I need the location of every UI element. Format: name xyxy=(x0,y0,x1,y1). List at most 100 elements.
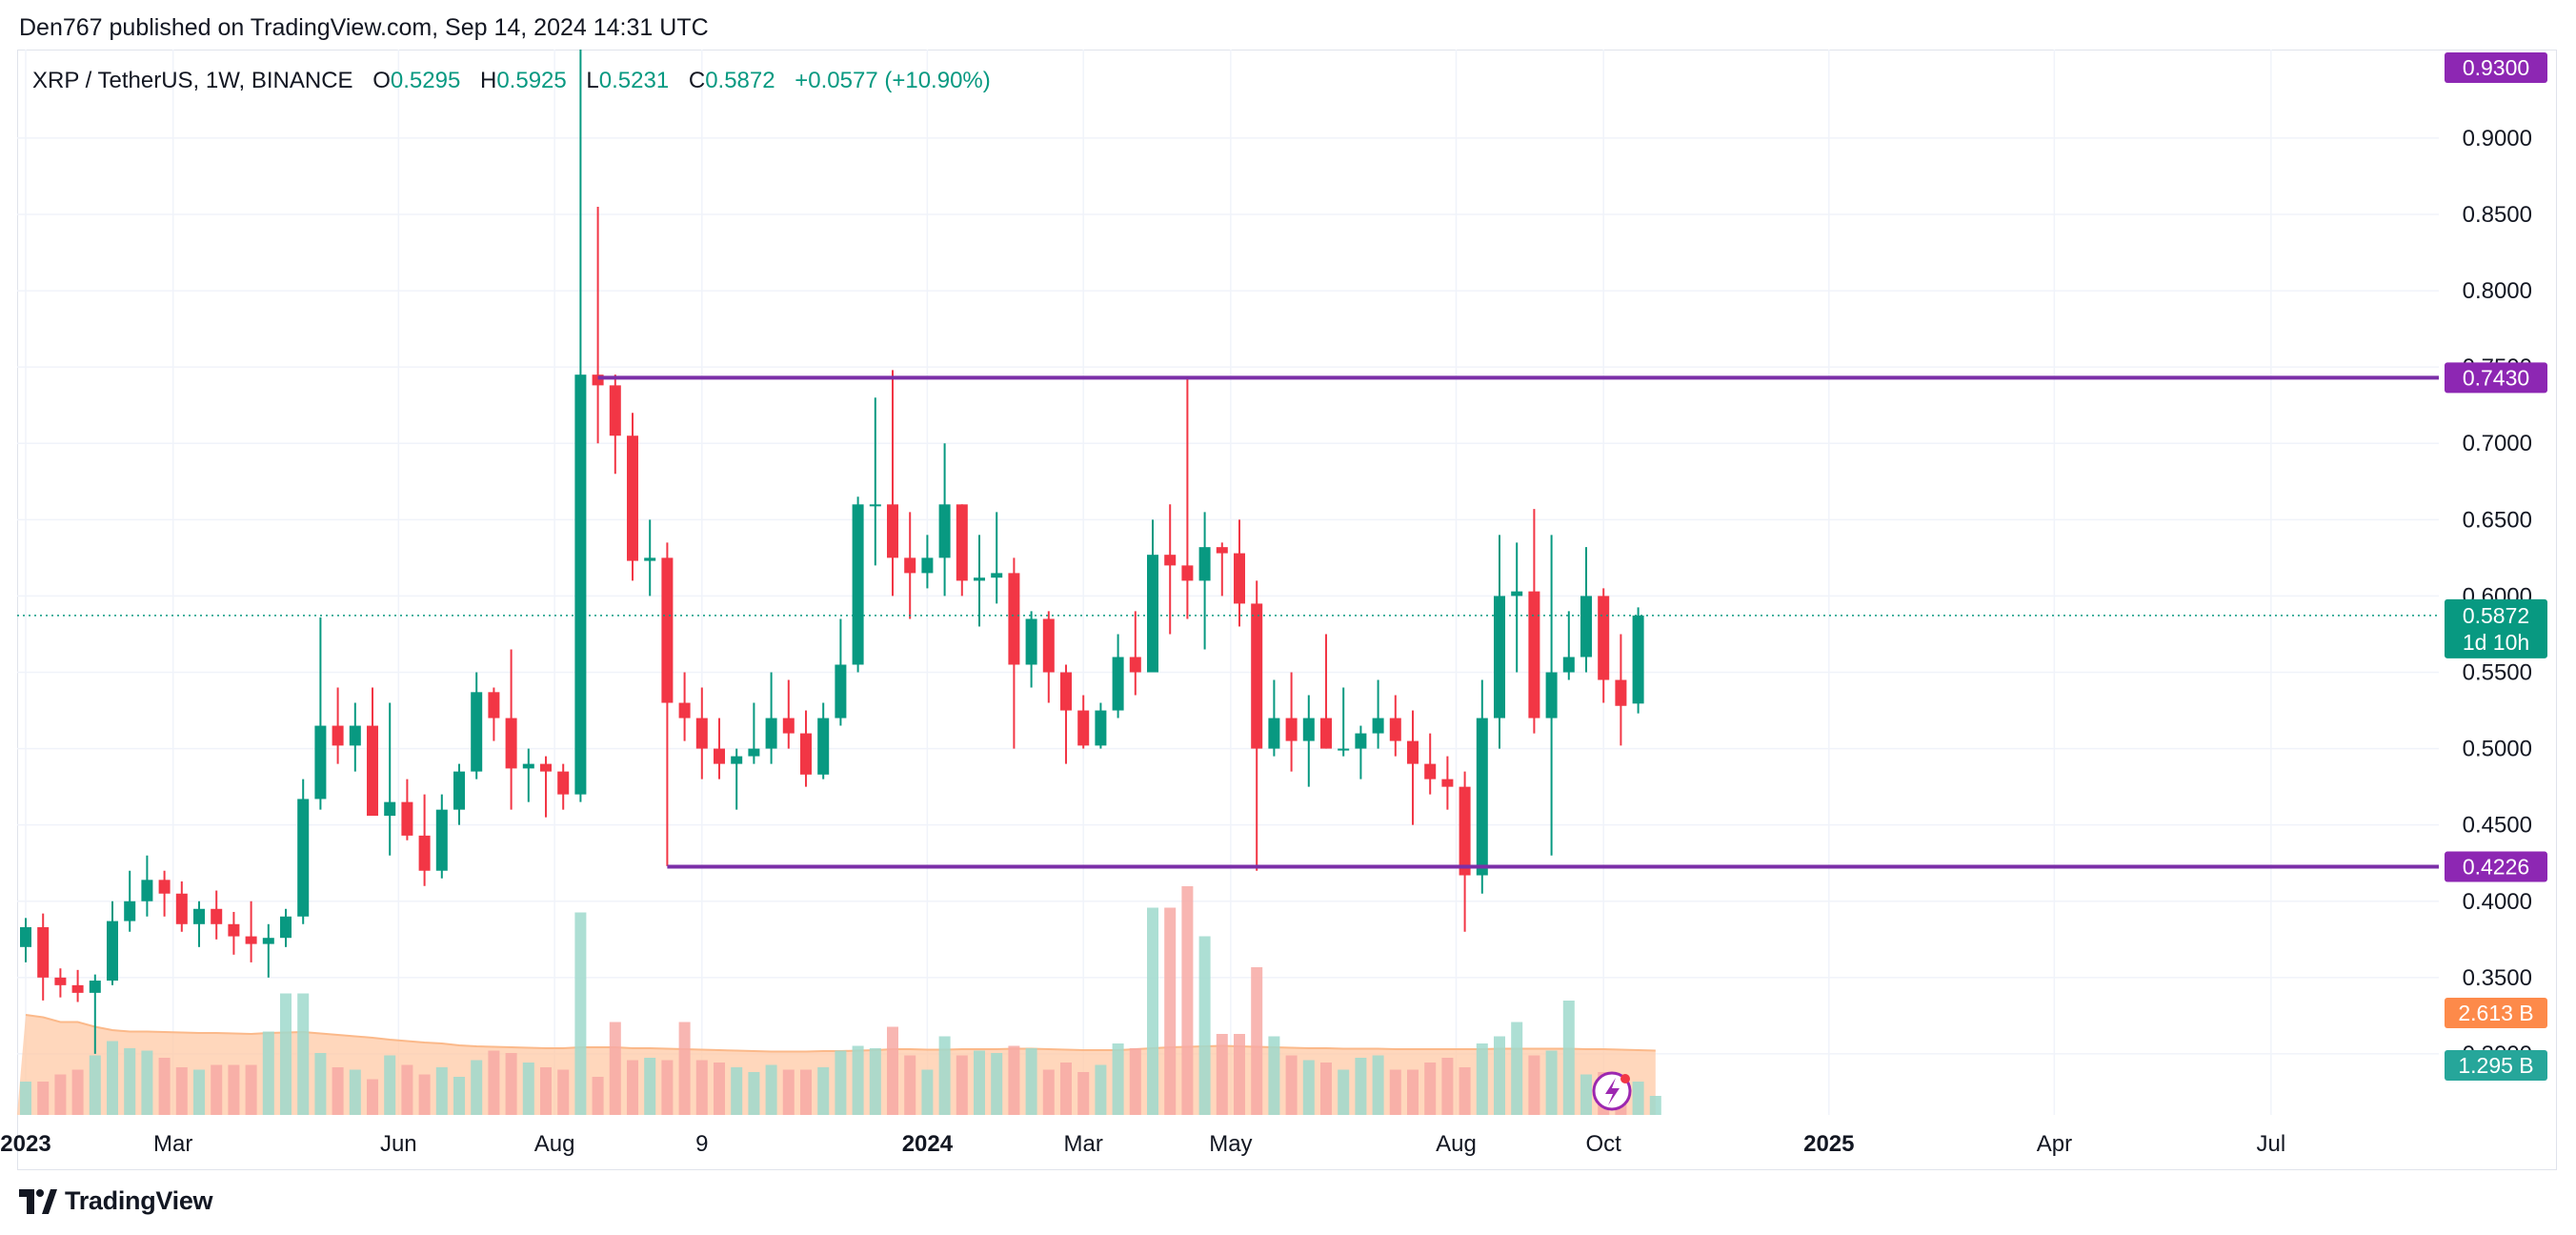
candle-body xyxy=(1060,672,1072,711)
candle xyxy=(1285,672,1298,772)
candle xyxy=(1598,588,1610,703)
time-tick-label: Apr xyxy=(2037,1131,2072,1157)
candle xyxy=(921,535,934,589)
resistance-price-tag: 0.7430 xyxy=(2445,362,2547,394)
candle xyxy=(1528,509,1540,734)
candle xyxy=(1112,634,1124,719)
price-tick-label: 0.6500 xyxy=(2463,507,2532,533)
price-axis: 0.30000.35000.40000.45000.50000.55000.60… xyxy=(2463,126,2532,1067)
candle-body xyxy=(1320,718,1332,749)
candle xyxy=(37,913,50,1001)
candle-body xyxy=(817,718,830,775)
top-price-tag: 0.9300 xyxy=(2445,52,2547,83)
candle xyxy=(1511,542,1523,673)
volume-bar xyxy=(280,993,292,1115)
volume-bar xyxy=(1077,1072,1090,1115)
candle xyxy=(54,968,67,998)
volume-bar xyxy=(175,1067,188,1115)
candle xyxy=(228,911,240,955)
candle-body xyxy=(1372,718,1384,734)
lightning-alert-icon[interactable] xyxy=(1592,1071,1632,1111)
candle-body xyxy=(175,893,188,924)
volume-tag-bg xyxy=(2445,1050,2547,1081)
candle xyxy=(540,756,552,818)
candle xyxy=(817,702,830,779)
candle xyxy=(158,870,171,917)
volume-bar xyxy=(1407,1069,1419,1115)
volume-bar xyxy=(1441,1058,1454,1115)
volume-bar xyxy=(1164,907,1177,1115)
candle xyxy=(782,679,795,749)
volume-bar xyxy=(782,1069,795,1115)
high-value: 0.5925 xyxy=(496,68,567,93)
candle xyxy=(314,617,327,810)
candle xyxy=(956,504,968,597)
volume-bar xyxy=(1234,1034,1245,1115)
symbol-name: XRP / TetherUS, 1W, BINANCE xyxy=(32,68,353,93)
candle xyxy=(505,649,517,810)
volume-bar xyxy=(54,1074,67,1115)
support-price-tag: 0.4226 xyxy=(2445,851,2547,882)
volume-bar xyxy=(765,1064,777,1115)
volume-bar xyxy=(835,1050,847,1115)
volume-bar xyxy=(1181,886,1194,1115)
candle xyxy=(107,901,118,985)
volume-ma-tag: 2.613 B xyxy=(2445,998,2547,1028)
open-value: 0.5295 xyxy=(390,68,461,93)
candle xyxy=(141,855,153,917)
candle-body xyxy=(1580,596,1592,658)
volume-bars xyxy=(20,886,1661,1115)
candle-body xyxy=(714,748,725,764)
candle xyxy=(401,779,413,840)
volume-bar xyxy=(245,1064,257,1115)
candle xyxy=(1494,535,1505,749)
candle xyxy=(938,443,951,597)
candle-body xyxy=(1112,657,1124,711)
candle-body xyxy=(1632,615,1644,704)
tradingview-logo-icon xyxy=(19,1188,57,1214)
candle-body xyxy=(644,557,656,561)
volume-bar xyxy=(1112,1043,1124,1115)
volume-bar xyxy=(71,1069,84,1115)
volume-bar xyxy=(817,1067,830,1115)
candle-body xyxy=(124,901,136,921)
top-price-tag-text: 0.9300 xyxy=(2463,55,2529,80)
volume-bar xyxy=(921,1069,934,1115)
candle-body xyxy=(661,557,674,703)
volume-bar xyxy=(1216,1034,1228,1115)
candle-body xyxy=(1389,718,1401,741)
candle-body xyxy=(522,763,534,769)
volume-bar xyxy=(991,1053,1003,1115)
candle xyxy=(435,794,448,879)
candle xyxy=(644,519,656,597)
volume-bar xyxy=(1198,936,1211,1115)
volume-bar xyxy=(574,912,587,1115)
candle xyxy=(453,763,465,825)
volume-bar xyxy=(349,1069,361,1115)
candle-body xyxy=(1077,710,1090,746)
candle xyxy=(714,718,725,779)
volume-bar xyxy=(89,1055,101,1115)
volume-bar xyxy=(1338,1069,1350,1115)
candle xyxy=(1441,756,1454,810)
candle-body xyxy=(158,880,171,894)
volume-bar xyxy=(1459,1067,1471,1115)
last-price-text: 0.5872 xyxy=(2463,603,2529,628)
volume-bar xyxy=(1545,1050,1558,1115)
time-axis: 2023 Mar Jun Aug 9 2024 Mar May Aug Oct 2025 Apr Jul xyxy=(0,1131,2285,1157)
candle xyxy=(280,908,292,947)
candle-body xyxy=(37,926,50,978)
candle-body xyxy=(401,801,413,836)
candle-body xyxy=(938,504,951,558)
candles xyxy=(20,50,1644,1054)
support-price-tag-text: 0.4226 xyxy=(2463,855,2529,880)
close-label: C xyxy=(688,68,706,93)
candle xyxy=(1562,611,1575,680)
volume-bar xyxy=(158,1058,171,1115)
horizontal-levels xyxy=(17,375,2439,869)
volume-tag: 1.295 B xyxy=(2445,1050,2547,1081)
volume-bar xyxy=(714,1063,725,1115)
volume-bar xyxy=(1511,1022,1523,1115)
candle xyxy=(1025,611,1037,688)
